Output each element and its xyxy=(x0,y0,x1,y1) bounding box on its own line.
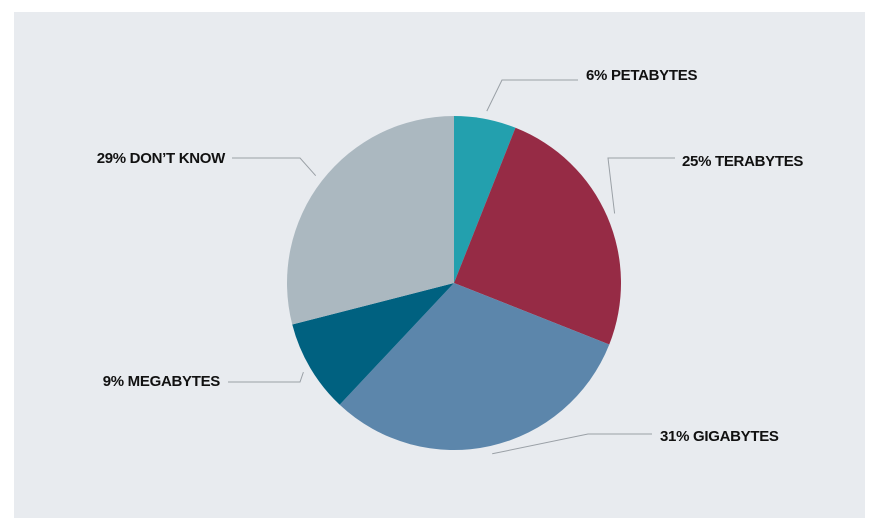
pie-slice-megabytes xyxy=(292,283,454,405)
slice-labels: 6% PETABYTES 25% TERABYTES 31% GIGABYTES… xyxy=(97,67,804,445)
slice-label-dont-know: 29% DON’T KNOW xyxy=(97,150,226,167)
slice-label-gigabytes: 31% GIGABYTES xyxy=(660,428,779,445)
pie-slice-gigabytes xyxy=(339,283,610,451)
slice-label-terabytes: 25% TERABYTES xyxy=(682,153,803,170)
leader-lines xyxy=(228,79,675,455)
slice-label-megabytes: 9% MEGABYTES xyxy=(103,373,221,390)
pie-slices xyxy=(287,116,621,451)
pie-slice-dont-know xyxy=(287,116,454,325)
leader-line-gigabytes xyxy=(492,433,652,455)
leader-line-megabytes xyxy=(228,371,304,383)
pie-slice-terabytes xyxy=(454,127,621,345)
pie-slice-petabytes xyxy=(454,116,516,283)
leader-line-terabytes xyxy=(607,157,675,214)
leader-line-petabytes xyxy=(486,79,578,112)
leader-line-dont-know xyxy=(232,157,317,177)
slice-label-petabytes: 6% PETABYTES xyxy=(586,67,697,84)
